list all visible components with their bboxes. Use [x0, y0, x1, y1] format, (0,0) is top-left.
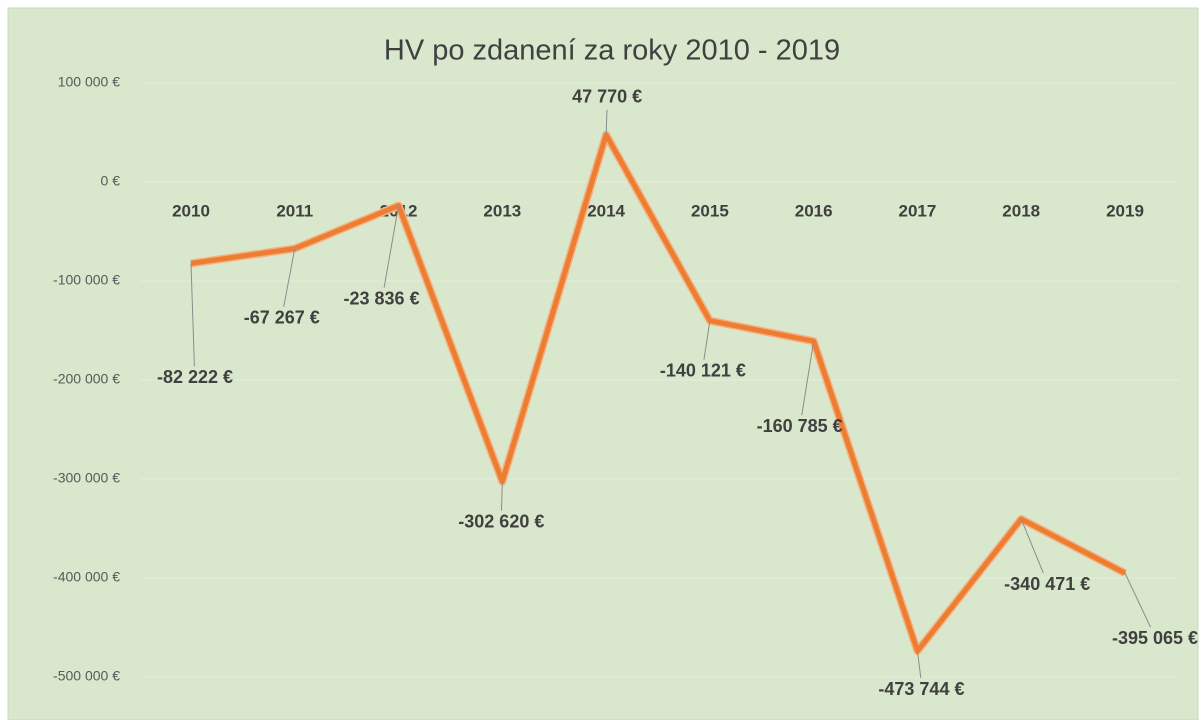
y-tick-label: 100 000 €: [58, 74, 120, 90]
y-tick-label: -400 000 €: [53, 569, 120, 585]
data-label: -140 121 €: [660, 360, 746, 380]
leader-line: [1020, 518, 1044, 574]
x-tick-label: 2019: [1106, 201, 1144, 220]
chart-title: HV po zdanení za roky 2010 - 2019: [384, 35, 840, 67]
data-label: -82 222 €: [157, 367, 233, 387]
leader-line: [703, 320, 711, 360]
y-tick-label: -200 000 €: [53, 371, 120, 387]
data-label: 47 770 €: [572, 86, 642, 106]
leader-line: [190, 263, 195, 367]
leader-line: [1124, 572, 1151, 628]
leader-line: [801, 341, 815, 416]
data-label: -160 785 €: [757, 416, 843, 436]
x-tick-label: 2018: [1002, 201, 1040, 220]
y-tick-label: -300 000 €: [53, 470, 120, 486]
y-tick-label: 0 €: [101, 173, 121, 189]
series-line: [190, 132, 1127, 654]
leader-line: [283, 248, 296, 307]
data-label: -473 744 €: [878, 679, 964, 699]
chart-background: [7, 7, 1199, 720]
data-label: -340 471 €: [1004, 574, 1090, 594]
y-tick-label: -500 000 €: [53, 668, 120, 684]
leader-line: [916, 650, 922, 679]
x-tick-label: 2015: [691, 201, 729, 220]
x-tick-label: 2010: [172, 201, 210, 220]
data-label: -67 267 €: [244, 307, 320, 327]
data-label: -395 065 €: [1112, 628, 1198, 648]
leader-line: [383, 205, 400, 288]
data-label: -23 836 €: [344, 288, 420, 308]
x-tick-label: 2014: [587, 201, 625, 220]
leader-line: [500, 481, 503, 511]
data-label: -302 620 €: [458, 511, 544, 531]
x-tick-label: 2016: [795, 201, 833, 220]
x-tick-label: 2013: [483, 201, 521, 220]
leader-line: [605, 109, 608, 135]
x-tick-label: 2017: [899, 201, 937, 220]
x-tick-label: 2011: [276, 201, 313, 220]
y-tick-label: -100 000 €: [53, 272, 120, 288]
